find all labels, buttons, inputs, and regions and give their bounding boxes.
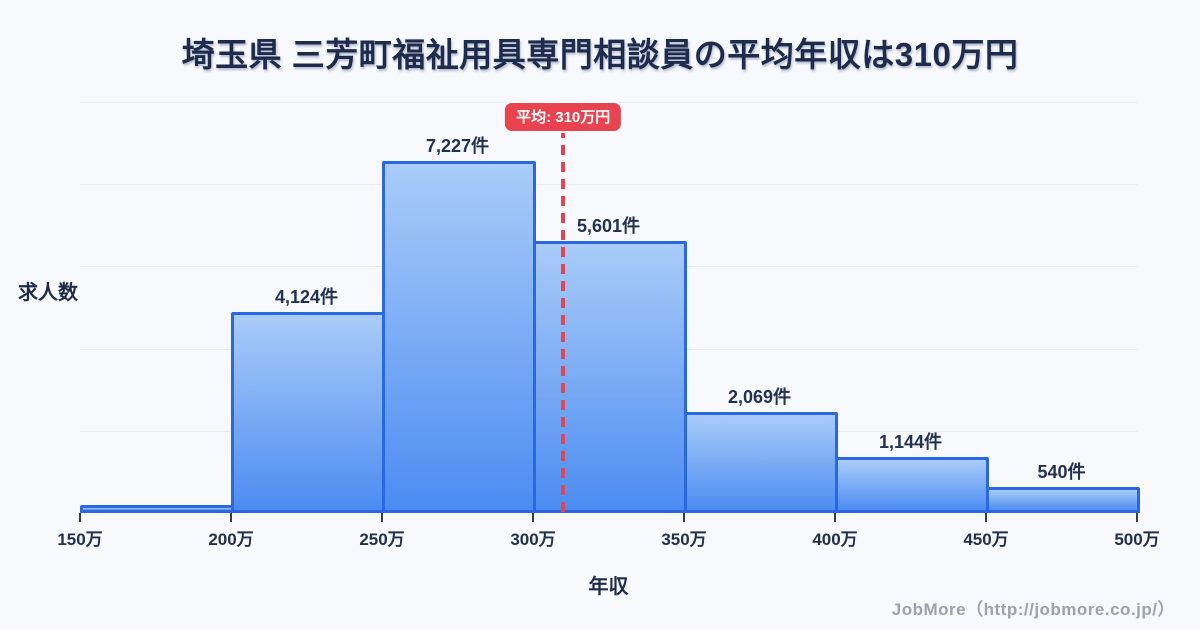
x-axis-tick-label: 350万 bbox=[661, 530, 707, 549]
x-axis-tick bbox=[79, 513, 81, 522]
footer-credit: JobMore（http://jobmore.co.jp/） bbox=[891, 600, 1175, 619]
x-axis-label: 年収 bbox=[588, 576, 629, 598]
x-axis-tick bbox=[834, 513, 836, 522]
x-axis-tick bbox=[683, 513, 685, 522]
x-axis-tick-label: 400万 bbox=[812, 530, 858, 549]
histogram-bar bbox=[835, 457, 989, 513]
y-axis-label: 求人数 bbox=[18, 282, 78, 304]
x-axis-tick bbox=[230, 513, 232, 522]
x-axis-tick-label: 450万 bbox=[963, 530, 1009, 549]
histogram-bar bbox=[80, 505, 234, 513]
average-badge: 平均: 310万円 bbox=[505, 103, 622, 131]
gridline bbox=[80, 102, 1137, 103]
histogram-bar bbox=[986, 486, 1140, 513]
bar-value-label: 2,069件 bbox=[727, 387, 792, 408]
x-axis-tick-label: 200万 bbox=[208, 530, 254, 549]
x-axis-tick-label: 150万 bbox=[57, 530, 103, 549]
bar-value-label: 4,124件 bbox=[274, 287, 339, 308]
gridline bbox=[80, 184, 1137, 186]
histogram-bar bbox=[231, 312, 385, 513]
x-axis-tick-label: 300万 bbox=[510, 530, 556, 549]
bar-value-label: 7,227件 bbox=[425, 136, 490, 157]
x-axis-tick bbox=[1136, 513, 1138, 522]
bar-value-label: 1,144件 bbox=[878, 432, 943, 453]
histogram-bar bbox=[533, 240, 687, 513]
bar-value-label: 540件 bbox=[1037, 461, 1086, 482]
x-axis-tick bbox=[985, 513, 987, 522]
x-axis-tick bbox=[532, 513, 534, 522]
x-axis-tick bbox=[381, 513, 383, 522]
page-title: 埼玉県 三芳町福祉用具専門相談員の平均年収は310万円 bbox=[181, 36, 1019, 73]
x-axis-tick-label: 250万 bbox=[359, 530, 405, 549]
x-axis-tick-label: 500万 bbox=[1114, 530, 1160, 549]
histogram-bar bbox=[382, 161, 536, 513]
bar-value-label: 5,601件 bbox=[576, 215, 641, 236]
average-marker-line bbox=[561, 128, 566, 513]
histogram-bar bbox=[684, 412, 838, 513]
